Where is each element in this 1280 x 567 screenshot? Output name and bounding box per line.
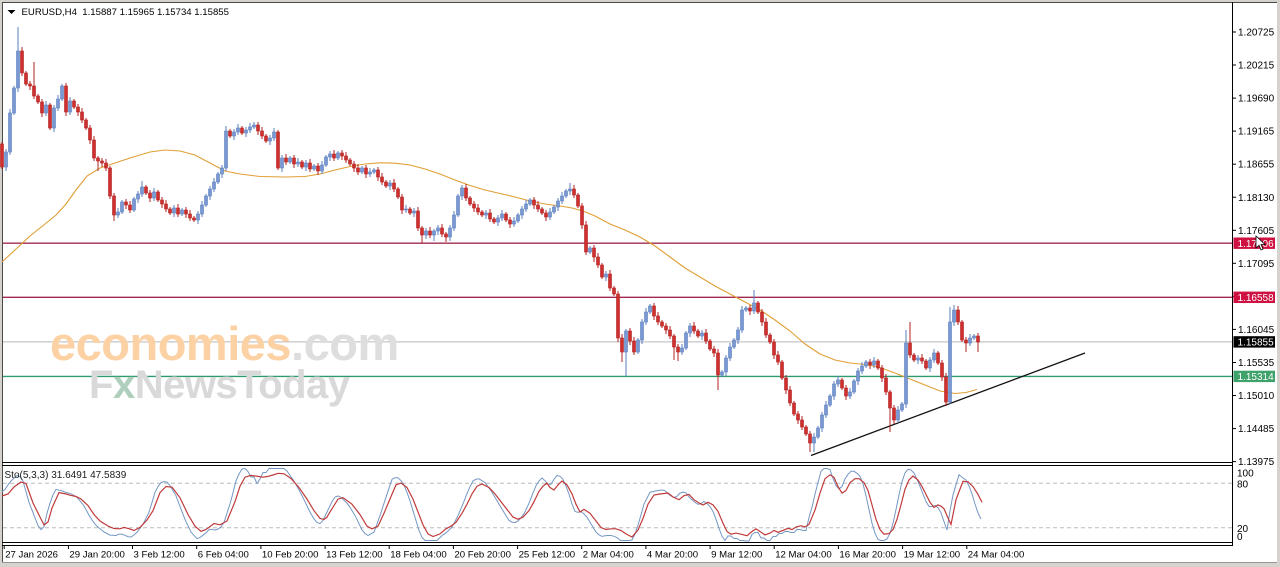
svg-text:1.14485: 1.14485 xyxy=(1238,424,1275,435)
svg-text:12 Mar 04:00: 12 Mar 04:00 xyxy=(775,550,832,561)
svg-text:1.18655: 1.18655 xyxy=(1238,160,1275,171)
svg-text:1.15010: 1.15010 xyxy=(1238,391,1275,402)
svg-text:1.19165: 1.19165 xyxy=(1238,127,1275,138)
svg-text:9 Mar 12:00: 9 Mar 12:00 xyxy=(711,550,762,561)
svg-text:1.19690: 1.19690 xyxy=(1238,94,1275,105)
svg-text:16 Mar 20:00: 16 Mar 20:00 xyxy=(839,550,896,561)
svg-text:10 Feb 20:00: 10 Feb 20:00 xyxy=(262,550,319,561)
svg-text:4 Mar 20:00: 4 Mar 20:00 xyxy=(647,550,698,561)
svg-text:27 Jan 2026: 27 Jan 2026 xyxy=(5,550,58,561)
svg-text:18 Feb 04:00: 18 Feb 04:00 xyxy=(390,550,447,561)
svg-text:1.18130: 1.18130 xyxy=(1238,193,1275,204)
svg-text:29 Jan 20:00: 29 Jan 20:00 xyxy=(69,550,124,561)
svg-text:1.17605: 1.17605 xyxy=(1238,226,1275,237)
svg-text:FxNewsToday: FxNewsToday xyxy=(89,363,351,407)
svg-text:0: 0 xyxy=(1237,532,1243,543)
svg-text:1.15855: 1.15855 xyxy=(1238,338,1275,349)
svg-text:1.16045: 1.16045 xyxy=(1238,325,1275,336)
svg-text:1.15535: 1.15535 xyxy=(1238,358,1275,369)
svg-text:1.15314: 1.15314 xyxy=(1238,372,1275,383)
svg-text:3 Feb 12:00: 3 Feb 12:00 xyxy=(134,550,185,561)
svg-text:25 Feb 12:00: 25 Feb 12:00 xyxy=(519,550,576,561)
svg-text:80: 80 xyxy=(1237,480,1249,491)
svg-text:13 Feb 12:00: 13 Feb 12:00 xyxy=(326,550,383,561)
svg-text:1.13975: 1.13975 xyxy=(1238,457,1275,468)
svg-text:2 Mar 04:00: 2 Mar 04:00 xyxy=(583,550,634,561)
svg-text:economies.com: economies.com xyxy=(50,317,399,370)
svg-text:1.16558: 1.16558 xyxy=(1238,293,1275,304)
svg-text:1.17095: 1.17095 xyxy=(1238,259,1275,270)
svg-text:1.20215: 1.20215 xyxy=(1238,61,1275,72)
svg-text:19 Mar 12:00: 19 Mar 12:00 xyxy=(904,550,961,561)
svg-text:EURUSD,H4 1.15887 1.15965 1.1: EURUSD,H4 1.15887 1.15965 1.15734 1.1585… xyxy=(22,7,229,18)
svg-text:Sto(5,3,3) 31.6491 47.5839: Sto(5,3,3) 31.6491 47.5839 xyxy=(5,470,127,481)
svg-text:20 Feb 20:00: 20 Feb 20:00 xyxy=(454,550,511,561)
svg-text:6 Feb 04:00: 6 Feb 04:00 xyxy=(198,550,249,561)
svg-text:24 Mar 04:00: 24 Mar 04:00 xyxy=(968,550,1025,561)
svg-text:1.20725: 1.20725 xyxy=(1238,28,1275,39)
svg-text:100: 100 xyxy=(1237,469,1254,480)
svg-text:20: 20 xyxy=(1237,524,1249,535)
